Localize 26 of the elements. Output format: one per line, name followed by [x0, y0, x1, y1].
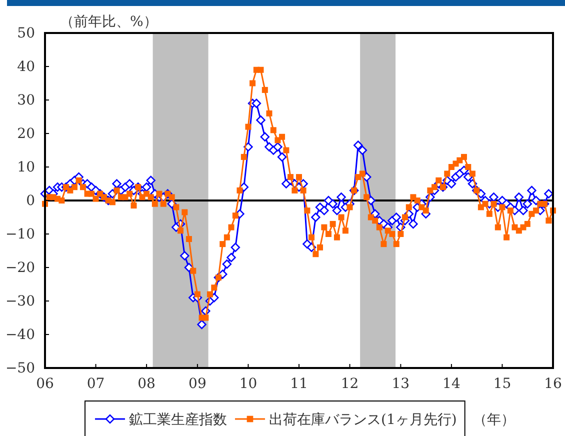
y-tick-label: 0 [26, 192, 35, 209]
x-tick-label: 13 [392, 376, 410, 392]
x-tick-label: 10 [239, 376, 258, 392]
x-tick-label: 15 [493, 376, 512, 392]
x-tick-label: 06 [36, 376, 54, 392]
y-tick-label: 40 [17, 58, 35, 75]
text: （年） [472, 412, 515, 428]
y-tick-label: −30 [5, 293, 35, 310]
x-tick-label: 16 [544, 376, 562, 392]
y-tick-label: −50 [5, 360, 35, 376]
y-tick-label: −40 [5, 326, 35, 343]
y-tick-label: 30 [17, 92, 35, 108]
x-tick-label: 14 [442, 376, 460, 392]
y-tick-label: 10 [17, 159, 35, 176]
legend-label: 鉱工業生産指数 [129, 412, 227, 428]
x-tick-label: 08 [138, 376, 156, 392]
y-tick-label: 50 [17, 25, 35, 42]
x-tick-label: 11 [290, 376, 308, 392]
legend-label: 出荷在庫バランス(1ヶ月先行) [269, 412, 457, 428]
x-tick-label: 09 [188, 376, 206, 392]
y-tick-label: 20 [17, 126, 35, 142]
x-tick-label: 07 [86, 376, 105, 392]
y-tick-label: −20 [5, 260, 35, 276]
x-tick-label: 12 [340, 376, 359, 392]
y-tick-label: −10 [5, 226, 35, 242]
y-axis-title: （前年比、%） [60, 14, 158, 30]
